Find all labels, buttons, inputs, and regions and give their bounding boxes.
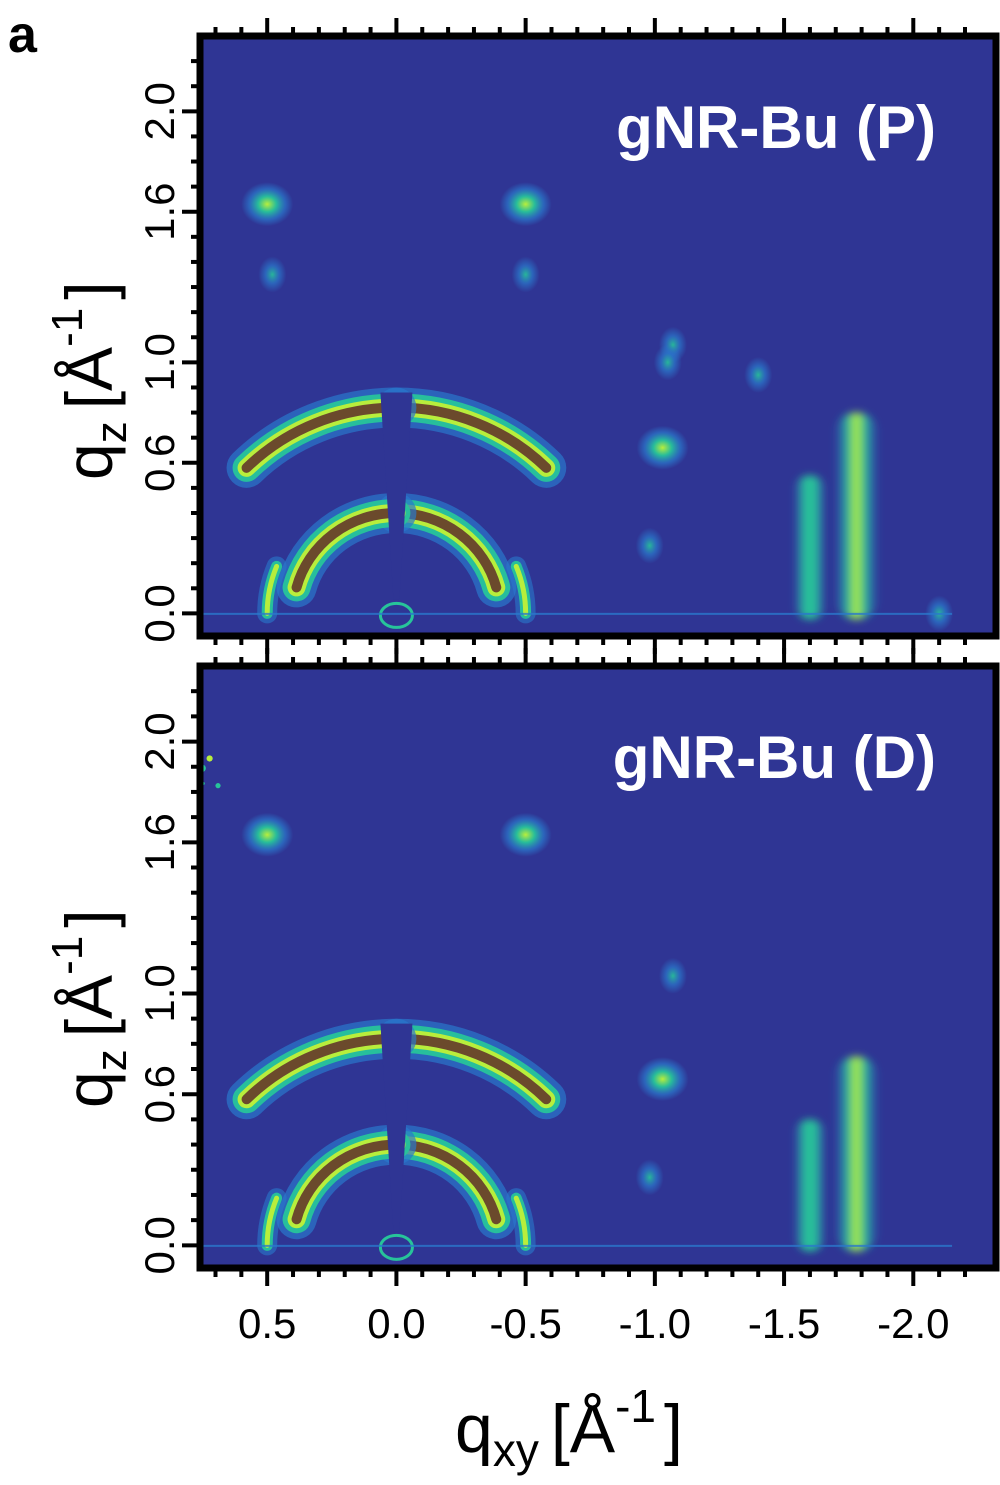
heatmap-panel-top: gNR-Bu (P) 0.0 0.6 1.0 1.6 2.0 [136, 18, 1000, 654]
speckle-point [6, 943, 11, 948]
panel-title: gNR-Bu (D) [613, 724, 936, 791]
y-tick-label: 1.0 [136, 333, 183, 391]
speckle-point [38, 862, 46, 870]
y-tick-label: 1.0 [136, 964, 183, 1022]
speckle-point [34, 818, 39, 823]
x-tick-label: -2.0 [877, 1300, 949, 1347]
y-axis-bottom-unit-exponent: -1 [43, 936, 92, 975]
speckle-point [116, 835, 123, 842]
x-axis-label-subscript: xy [493, 1424, 539, 1476]
x-axis-unit-exponent: -1 [615, 1380, 656, 1432]
y-tick-label: 1.6 [136, 183, 183, 241]
speckle-point [0, 849, 3, 852]
speckle-point [215, 783, 221, 789]
speckle-point [9, 868, 17, 876]
speckle-point [147, 791, 152, 796]
diffraction-streak [792, 475, 827, 620]
y-axis-label-top: qz[Å-1] [43, 281, 136, 480]
heatmap-features [200, 182, 954, 632]
speckle-point [45, 886, 50, 891]
y-tick-label: 0.0 [136, 1216, 183, 1274]
speckle-point [23, 835, 26, 838]
diffraction-spot [635, 1159, 664, 1196]
y-tick-label: 2.0 [136, 712, 183, 770]
speckle-point [2, 947, 6, 951]
x-axis-label: qxy [Å-1] [455, 1380, 683, 1476]
speckle-point [39, 816, 46, 823]
x-tick-label: -1.5 [748, 1300, 820, 1347]
missing-wedge [380, 1023, 413, 1232]
speckle-point [206, 755, 213, 762]
diffraction-spot [499, 812, 552, 857]
panel-title: gNR-Bu (P) [616, 94, 936, 161]
diffraction-ring-arc [513, 563, 529, 616]
diffraction-ring-arc [264, 1195, 280, 1248]
speckle-point [2, 926, 8, 932]
speckle-point [177, 808, 180, 811]
diffraction-spot [241, 812, 294, 857]
diffraction-spot [499, 182, 552, 227]
speckle-point [40, 866, 46, 872]
speckle-point [90, 818, 97, 825]
speckle-point [107, 813, 112, 818]
y-axis-label-bottom-subscript: z [87, 1049, 136, 1071]
speckle-point [41, 860, 45, 864]
missing-wedge [380, 392, 413, 600]
speckle-point [25, 880, 28, 883]
speckle-point [22, 914, 30, 922]
y-tick-label: 0.0 [136, 584, 183, 642]
diffraction-spot [744, 356, 773, 393]
speckle-point [18, 928, 24, 934]
y-tick-label: 2.0 [136, 82, 183, 140]
speckle-point [0, 895, 7, 902]
speckle-point [57, 824, 61, 828]
x-tick-label: -1.0 [619, 1300, 691, 1347]
y-tick-label: 0.6 [136, 1065, 183, 1123]
x-tick-label: 0.0 [367, 1300, 425, 1347]
speckle-point [139, 785, 146, 792]
diffraction-ring-arc [291, 1139, 402, 1225]
diffraction-ring-arc [241, 402, 402, 473]
diffraction-spot [636, 425, 689, 470]
diffraction-ring-arc [264, 563, 280, 616]
heatmap-panel-bottom: gNR-Bu (D) 0.0 0.6 1.0 1.6 2.0 0.5 0.0 -0.5 -1.0 -… [0, 648, 1000, 1347]
y-axis-label-top-subscript: z [87, 421, 136, 443]
diffraction-streak [833, 412, 880, 620]
diffraction-streak [833, 1056, 880, 1252]
x-tick-label: -0.5 [489, 1300, 561, 1347]
diffraction-spot [241, 182, 294, 227]
y-axis-top-unit-exponent: -1 [43, 308, 92, 347]
x-tick-label: 0.5 [238, 1300, 296, 1347]
speckle-point [114, 836, 120, 842]
diffraction-ring-arc [291, 507, 402, 593]
diffraction-streak [792, 1119, 827, 1252]
y-tick-label: 0.6 [136, 434, 183, 492]
speckle-point [160, 783, 166, 789]
diffraction-spot [511, 256, 540, 293]
panel-letter: a [8, 6, 38, 64]
y-axis-label-bottom: qz[Å-1] [43, 909, 136, 1108]
diffraction-ring-arc [241, 1033, 402, 1105]
speckle-point [4, 868, 8, 872]
diffraction-spot [258, 256, 287, 293]
diffraction-spot [636, 1057, 689, 1102]
y-tick-label: 1.6 [136, 813, 183, 871]
speckle-point [179, 786, 185, 792]
beamstop [378, 601, 414, 629]
diffraction-spot [635, 527, 664, 564]
speckle-point [124, 817, 131, 824]
diffraction-spot [653, 344, 682, 381]
diffraction-ring-arc [513, 1195, 529, 1248]
speckle-point [89, 851, 93, 855]
speckle-point [172, 796, 177, 801]
beamstop [378, 1233, 414, 1261]
heatmap-features [0, 755, 953, 1261]
diffraction-spot [658, 957, 687, 994]
speckle-point [60, 865, 64, 869]
